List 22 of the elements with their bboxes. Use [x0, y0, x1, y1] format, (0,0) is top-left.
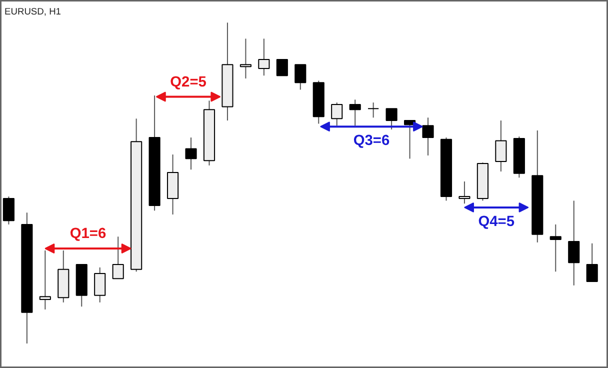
annotation: Q3=6 — [353, 133, 390, 150]
candlestick — [586, 242, 598, 282]
candlestick — [258, 38, 270, 76]
candlestick — [294, 64, 306, 90]
candlestick — [550, 224, 562, 272]
candlestick — [349, 99, 361, 126]
annotation: Q4=5 — [478, 214, 515, 230]
candlestick — [276, 59, 288, 76]
annotation: Q1=6 — [70, 226, 106, 242]
candlestick — [331, 102, 343, 126]
candlestick — [568, 200, 580, 286]
candlestick — [386, 108, 398, 130]
candlestick — [39, 250, 51, 310]
candlestick — [368, 102, 380, 118]
candlestick — [185, 136, 197, 170]
candlestick — [2, 196, 14, 225]
candlestick — [240, 38, 252, 79]
chart-title: EURUSD, H1 — [4, 6, 61, 16]
candlestick — [495, 120, 507, 172]
annotation: Q2=5 — [170, 74, 206, 90]
candlestick — [458, 180, 470, 204]
candlestick — [94, 266, 106, 303]
